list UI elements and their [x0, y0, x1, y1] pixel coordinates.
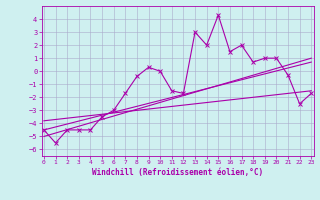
- X-axis label: Windchill (Refroidissement éolien,°C): Windchill (Refroidissement éolien,°C): [92, 168, 263, 177]
